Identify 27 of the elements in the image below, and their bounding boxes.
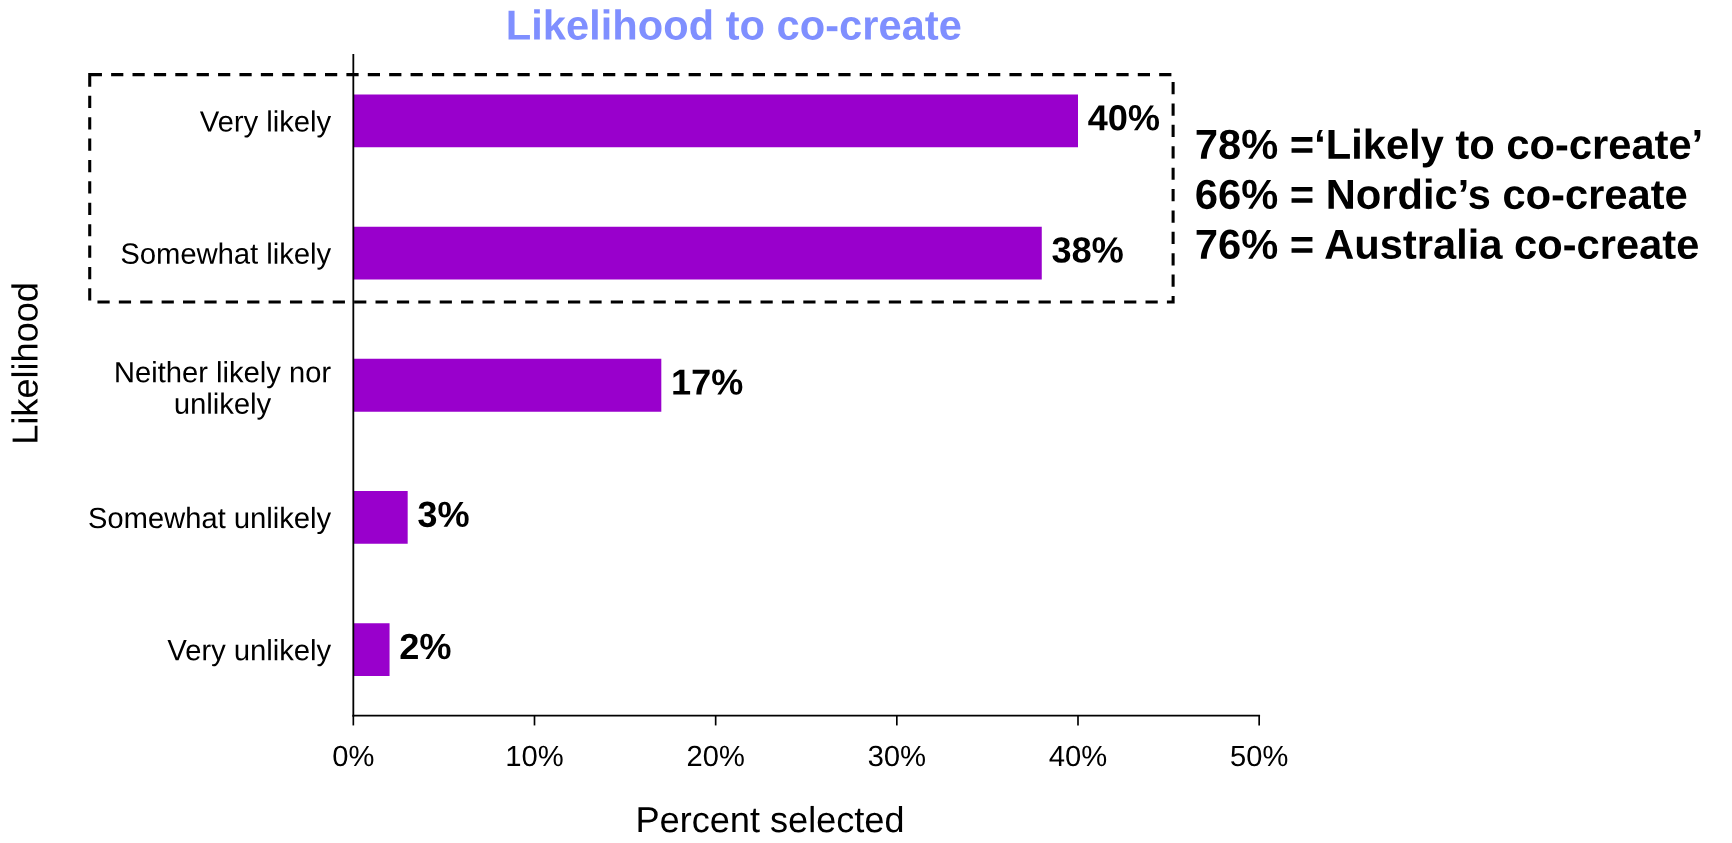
bar (353, 491, 408, 544)
annotation: 66% = Nordic’s co-create (1196, 178, 1687, 210)
data-label: 40% (1088, 105, 1160, 131)
bar (353, 358, 662, 412)
data-label: 3% (418, 501, 469, 528)
chart-title: Likelihood to co-create (508, 9, 961, 40)
y-tick-label: Neither likely nor unlikely (116, 361, 331, 420)
y-tick-label: Somewhat unlikely (89, 506, 332, 535)
bar (353, 623, 390, 677)
y-axis-title: Likelihood (11, 284, 38, 442)
bar (353, 94, 1078, 148)
x-tick-label: 10% (507, 745, 563, 767)
y-tick-label: Very likely (199, 110, 332, 138)
bar (353, 226, 1042, 280)
x-axis-title: Percent selected (638, 805, 903, 833)
x-tick-label: 0% (333, 745, 374, 767)
data-label: 38% (1052, 237, 1123, 263)
y-tick-label: Somewhat likely (121, 242, 332, 270)
annotation: 76% = Australia co-create (1196, 228, 1698, 260)
x-tick-label: 40% (1049, 745, 1107, 767)
data-label: 17% (673, 369, 743, 395)
x-tick-label: 20% (687, 745, 744, 767)
annotation: 78% =‘Likely to co-create’ (1196, 128, 1701, 168)
data-label: 2% (400, 633, 451, 660)
x-tick-label: 50% (1231, 745, 1288, 767)
y-tick-label: Very unlikely (167, 639, 332, 667)
x-tick-label: 30% (868, 745, 925, 767)
